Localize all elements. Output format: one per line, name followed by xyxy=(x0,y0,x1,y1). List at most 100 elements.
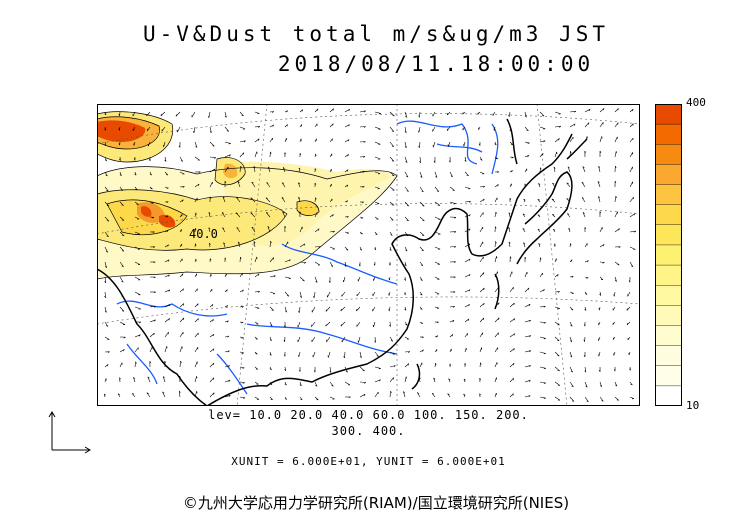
wind-arrow xyxy=(147,376,151,383)
wind-arrow xyxy=(164,156,167,162)
wind-arrow-head xyxy=(631,265,634,268)
wind-arrow-head xyxy=(117,393,120,395)
wind-arrow-head xyxy=(166,201,169,204)
wind-arrow-head xyxy=(103,393,106,396)
wind-arrow xyxy=(344,108,350,113)
wind-arrow xyxy=(314,396,319,401)
wind-arrow xyxy=(389,171,395,177)
wind-arrow xyxy=(359,381,366,383)
wind-arrow xyxy=(389,111,395,117)
wind-arrow-head xyxy=(182,199,184,202)
wind-arrow-head xyxy=(146,392,149,394)
wind-arrow xyxy=(449,320,455,323)
wind-arrow xyxy=(269,111,274,113)
wind-arrow xyxy=(356,306,361,312)
wind-arrow-head xyxy=(571,309,574,311)
wind-arrow-head xyxy=(251,226,254,229)
wind-arrow-head xyxy=(298,369,301,372)
wind-arrow xyxy=(251,181,256,188)
wind-arrow xyxy=(284,291,290,297)
wind-arrow xyxy=(209,392,215,398)
contour-levels-line2: 300. 400. xyxy=(331,424,406,438)
wind-arrow xyxy=(463,141,466,147)
wind-arrow-head xyxy=(557,291,560,293)
wind-arrow xyxy=(340,306,346,312)
wind-arrow xyxy=(509,141,514,145)
wind-arrow xyxy=(298,167,301,173)
wind-arrow xyxy=(566,198,571,203)
wind-arrow xyxy=(314,212,318,218)
wind-arrow-head xyxy=(121,204,124,206)
wind-arrow xyxy=(269,336,272,341)
wind-arrow-head xyxy=(628,280,631,283)
wind-arrow-head xyxy=(558,138,560,141)
wind-arrow-head xyxy=(346,249,349,251)
wind-arrow xyxy=(239,166,241,173)
wind-arrow xyxy=(224,365,230,368)
wind-arrow xyxy=(269,396,273,401)
wind-arrow xyxy=(344,246,349,251)
wind-arrow-head xyxy=(165,174,169,176)
wind-arrow-head xyxy=(583,355,586,358)
wind-arrow-head xyxy=(508,114,510,117)
wind-arrow-head xyxy=(154,319,156,322)
wind-arrow xyxy=(179,199,184,203)
wind-arrow xyxy=(434,306,439,309)
wind-arrow-head xyxy=(508,241,511,244)
wind-arrow xyxy=(539,289,545,293)
wind-arrow xyxy=(164,171,169,176)
wind-arrow xyxy=(269,306,274,311)
wind-arrow-head xyxy=(373,263,376,266)
wind-arrow xyxy=(479,317,485,323)
wind-arrow-head xyxy=(332,214,334,217)
wind-arrow xyxy=(404,156,408,163)
wind-arrow-head xyxy=(543,397,546,399)
wind-arrow xyxy=(389,351,396,355)
wind-arrow xyxy=(134,276,141,281)
wind-arrow xyxy=(433,377,436,383)
wind-arrow xyxy=(329,396,335,400)
wind-arrow xyxy=(374,379,381,383)
wind-arrow xyxy=(509,302,515,308)
wind-arrow xyxy=(104,171,108,177)
wind-arrow-head xyxy=(253,166,256,168)
wind-arrow xyxy=(104,321,109,327)
wind-arrow-head xyxy=(222,227,225,229)
wind-arrow xyxy=(281,197,286,203)
wind-arrow-head xyxy=(378,368,381,370)
wind-arrow xyxy=(567,166,571,173)
wind-arrow-head xyxy=(340,324,342,327)
wind-arrow xyxy=(494,302,500,308)
wind-arrow xyxy=(194,376,197,383)
wind-arrow xyxy=(389,336,393,342)
wind-arrow-head xyxy=(213,157,217,159)
wind-arrow-head xyxy=(269,339,272,342)
wind-arrow-head xyxy=(391,160,394,162)
wind-arrow xyxy=(539,366,546,369)
wind-arrow-head xyxy=(463,144,465,147)
wind-arrow xyxy=(389,156,395,162)
wind-arrow-head xyxy=(464,363,467,366)
wind-arrow xyxy=(224,379,231,383)
wind-arrow xyxy=(509,271,513,278)
colorbar-cell xyxy=(655,104,682,125)
wind-arrow xyxy=(344,231,349,234)
wind-arrow xyxy=(209,348,215,353)
wind-arrow-head xyxy=(436,190,439,192)
wind-arrow xyxy=(434,246,441,250)
wind-arrow-head xyxy=(195,145,198,148)
wind-arrow xyxy=(494,184,499,188)
wind-arrow xyxy=(236,197,241,203)
chart-timestamp: 2018/08/11.18:00:00 xyxy=(277,52,595,76)
wind-arrow-head xyxy=(557,355,560,357)
wind-arrow xyxy=(222,196,226,203)
wind-arrow-head xyxy=(615,196,617,199)
wind-arrow-head xyxy=(302,280,305,282)
wind-arrow-head xyxy=(133,377,136,379)
wind-arrow-head xyxy=(104,128,107,131)
wind-arrow xyxy=(404,351,410,353)
wind-arrow xyxy=(250,197,256,203)
wind-arrow xyxy=(344,169,349,173)
wind-arrow xyxy=(119,261,124,267)
wind-arrow xyxy=(464,201,471,203)
